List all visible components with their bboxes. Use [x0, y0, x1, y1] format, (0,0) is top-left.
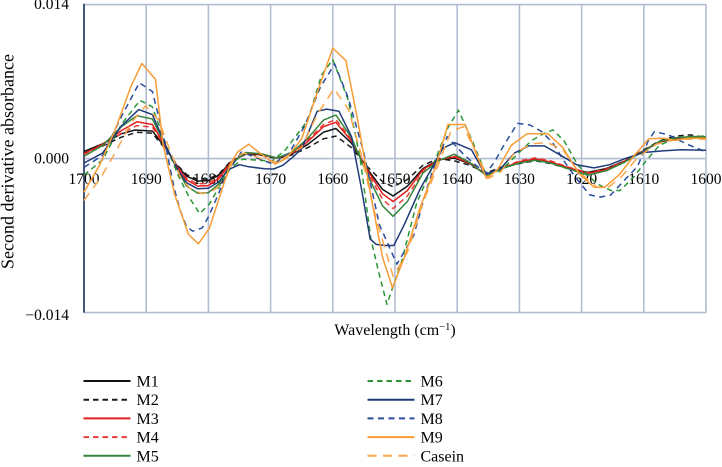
- svg-text:1690: 1690: [131, 171, 162, 188]
- svg-text:1660: 1660: [317, 171, 348, 188]
- svg-text:M4: M4: [137, 430, 159, 447]
- svg-text:M3: M3: [137, 411, 159, 428]
- svg-text:M2: M2: [137, 392, 159, 409]
- svg-text:M9: M9: [421, 430, 443, 447]
- svg-text:Casein: Casein: [421, 448, 465, 462]
- svg-text:Wavelength (cm−1): Wavelength (cm−1): [334, 322, 455, 339]
- svg-text:M7: M7: [421, 392, 443, 409]
- svg-text:1630: 1630: [504, 171, 535, 188]
- svg-text:M5: M5: [137, 448, 159, 462]
- svg-text:M8: M8: [421, 411, 443, 428]
- svg-text:1700: 1700: [69, 171, 100, 188]
- svg-text:1610: 1610: [628, 171, 659, 188]
- svg-text:M1: M1: [137, 374, 159, 391]
- svg-text:−0.014: −0.014: [25, 307, 69, 324]
- svg-text:1600: 1600: [691, 171, 722, 188]
- svg-text:0.000: 0.000: [34, 151, 69, 168]
- svg-text:1650: 1650: [380, 171, 411, 188]
- svg-text:1670: 1670: [255, 171, 286, 188]
- svg-text:1640: 1640: [442, 171, 473, 188]
- svg-text:M6: M6: [421, 374, 443, 391]
- svg-text:Second derivative absorbance: Second derivative absorbance: [0, 54, 18, 269]
- svg-text:0.014: 0.014: [34, 0, 69, 13]
